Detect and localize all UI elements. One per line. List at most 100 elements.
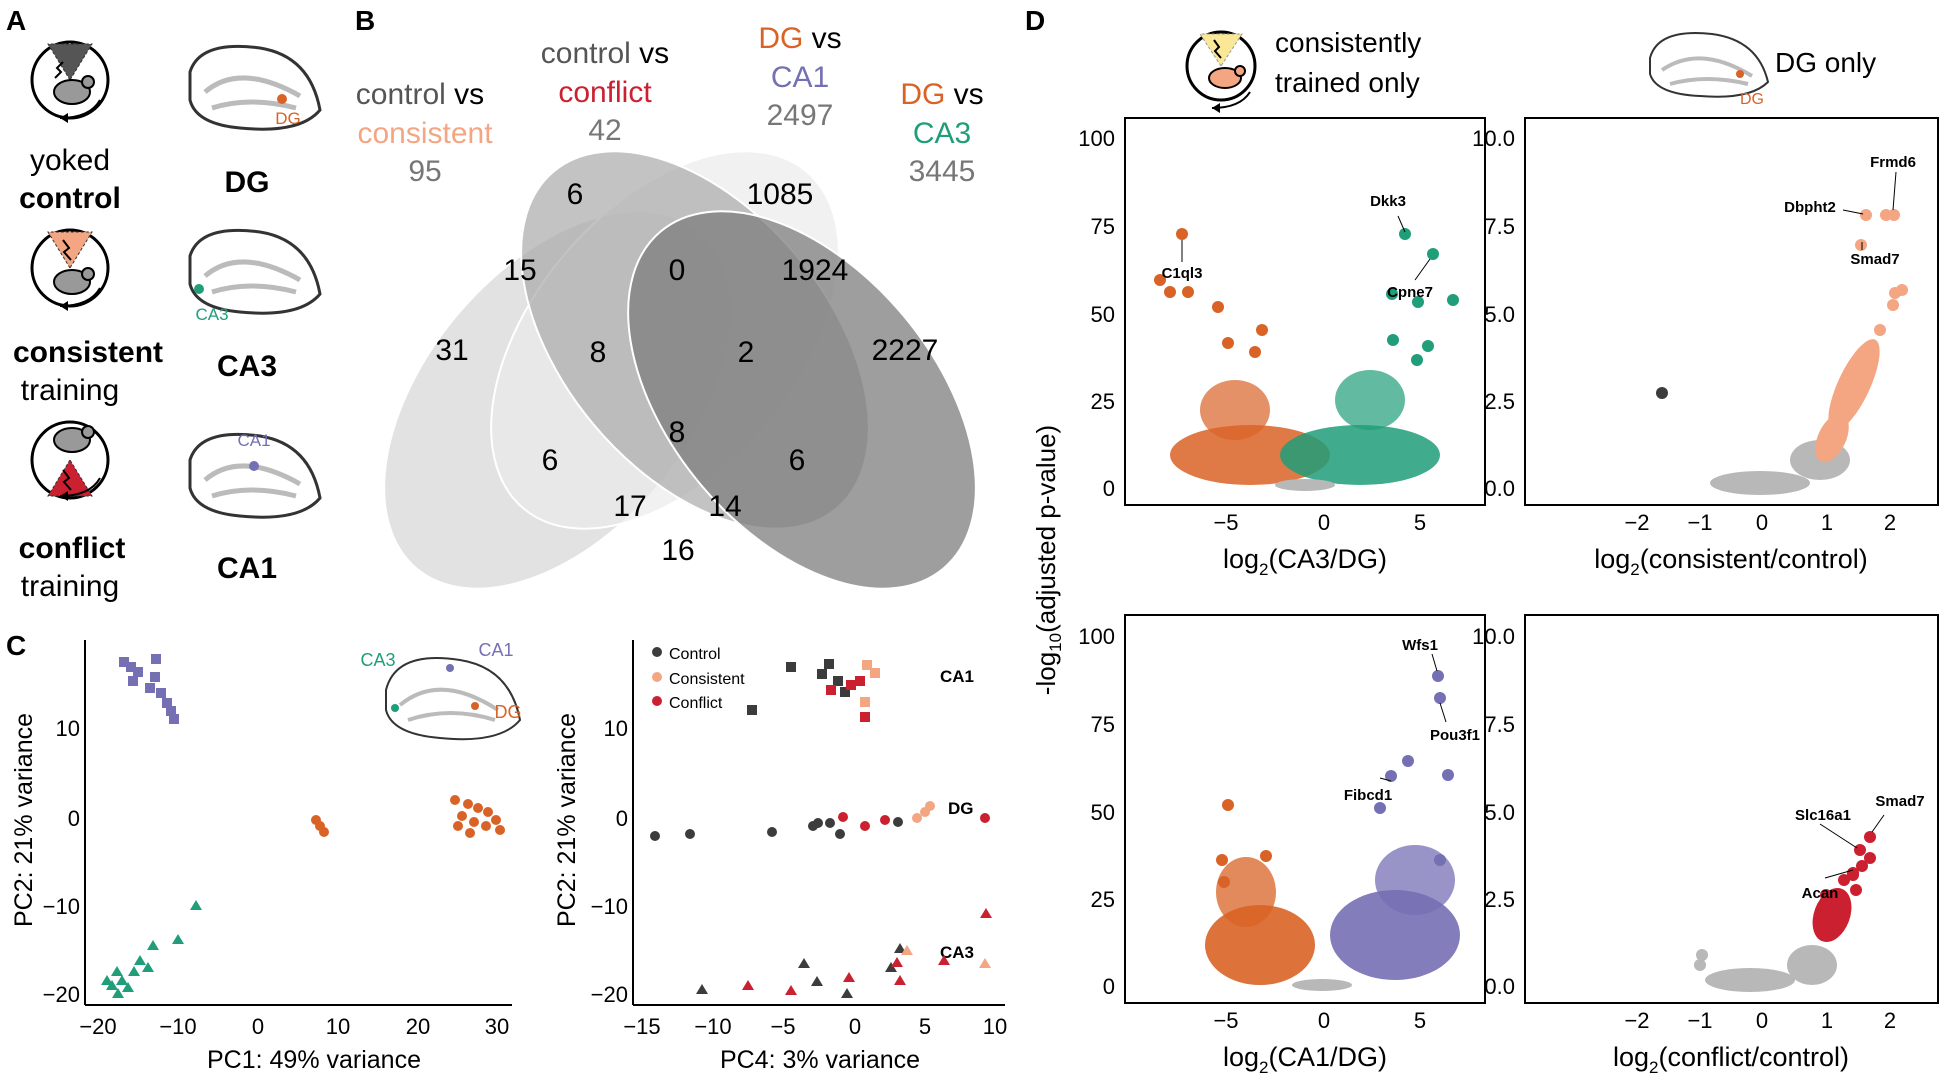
y-tick: 25: [1091, 389, 1115, 414]
pca-left-x-label: PC1: 49% variance: [207, 1046, 421, 1074]
y-tick: 100: [1078, 624, 1115, 649]
x-tick: −1: [1687, 510, 1712, 535]
x-tick: 0: [1756, 510, 1768, 535]
y-tick: 10: [604, 716, 628, 741]
pca-left-y-ticks: 10 0 −10 −20: [43, 716, 80, 1007]
y-tick: 0: [616, 806, 628, 831]
venn-set-4-sub: CA3: [913, 117, 971, 150]
xlabel-sub: 2: [1649, 1058, 1658, 1077]
x-tick: 0: [1318, 510, 1330, 535]
pca-region-label-ca1: CA1: [940, 667, 974, 686]
x-tick: −5: [770, 1014, 795, 1039]
x-tick: 2: [1884, 510, 1896, 535]
hippocampus-inset-icon: [385, 657, 522, 741]
venn-set-3-b: vs: [803, 22, 841, 55]
gene-label: Smad7: [1875, 793, 1924, 810]
mouse-arena-icon-header: [1185, 30, 1257, 113]
gene-label: Smad7: [1850, 251, 1899, 268]
y-tick: 25: [1091, 887, 1115, 912]
y-tick: 100: [1078, 126, 1115, 151]
venn-region-count: 2227: [872, 334, 939, 367]
venn-set-2-b: vs: [631, 37, 669, 70]
xlabel-sub: 2: [1259, 560, 1268, 579]
volcano-frame-ca1: [1124, 614, 1486, 1004]
x-tick: 10: [983, 1014, 1007, 1039]
inset-label-ca1: CA1: [478, 640, 513, 660]
y-tick: 50: [1091, 800, 1115, 825]
venn-region-count: 17: [613, 490, 646, 523]
xlabel-sub: 2: [1259, 1058, 1268, 1077]
venn-set-3-count: 2497: [767, 99, 834, 132]
pca-right-x-label: PC4: 3% variance: [720, 1046, 920, 1074]
gene-label: Fibcd1: [1344, 787, 1392, 804]
venn-region-count: 16: [661, 534, 694, 567]
pca-right-points: [650, 659, 992, 998]
pca-left-y-label: PC2: 21% variance: [10, 713, 38, 927]
y-tick: 10.0: [1472, 624, 1515, 649]
header-dg-marker: DG: [1740, 91, 1764, 108]
gene-label: Dbpht2: [1784, 199, 1836, 216]
x-tick: −20: [79, 1014, 116, 1039]
y-tick: 50: [1091, 302, 1115, 327]
y-tick: 0: [1103, 476, 1115, 501]
x-tick: 1: [1821, 1008, 1833, 1033]
venn-region-count: 1085: [747, 178, 814, 211]
xlabel-post: (conflict/control): [1658, 1042, 1849, 1072]
volcano-y-label: -log10(adjusted p-value): [1031, 425, 1065, 695]
y-tick: −10: [591, 894, 628, 919]
y-tick: 75: [1091, 214, 1115, 239]
x-tick: −5: [1213, 1008, 1238, 1033]
x-tick: 2: [1884, 1008, 1896, 1033]
pca-region-label-ca3: CA3: [940, 943, 974, 962]
group-line1-conflict: conflict: [19, 532, 126, 565]
xlabel-post: (consistent/control): [1640, 544, 1868, 574]
xlabel-pre: log: [1594, 544, 1630, 574]
gene-label: Pou3f1: [1430, 727, 1480, 744]
volcano-plot-conflict-control: Smad7 Slc16a1 Acan: [1694, 793, 1925, 992]
venn-diagram: [383, 150, 977, 590]
pca-left-x-ticks: −20 −10 0 10 20 30: [79, 1014, 509, 1039]
venn-region-count: 0: [669, 254, 686, 287]
x-tick: 0: [252, 1014, 264, 1039]
x-tick: −10: [159, 1014, 196, 1039]
x-tick: 30: [485, 1014, 509, 1039]
y-tick: −20: [591, 982, 628, 1007]
gene-label: Slc16a1: [1795, 807, 1851, 824]
venn-region-count: 31: [435, 334, 468, 367]
y-tick: 2.5: [1484, 887, 1515, 912]
x-tick: 0: [1756, 1008, 1768, 1033]
group-line1-consistent: consistent: [13, 336, 163, 369]
volcano-frame-ca3: [1124, 117, 1486, 506]
gene-label: Dkk3: [1370, 193, 1406, 210]
inset-label-dg: DG: [495, 702, 522, 722]
y-tick: 0: [1103, 974, 1115, 999]
panel-label-b: B: [355, 5, 375, 36]
mouse-arena-icon-control: [30, 40, 110, 123]
legend-conflict: Conflict: [669, 695, 723, 712]
venn-set-4-count: 3445: [909, 155, 976, 188]
y-tick: −20: [43, 982, 80, 1007]
venn-set-2-sub: conflict: [558, 76, 652, 109]
xlabel-post: (CA1/DG): [1268, 1042, 1387, 1072]
venn-region-count: 6: [789, 444, 806, 477]
pca-region-label-dg: DG: [948, 799, 974, 818]
volcano-frame-consistent: [1524, 117, 1939, 506]
x-tick: 5: [919, 1014, 931, 1039]
x-tick: 5: [1414, 510, 1426, 535]
venn-set-2-a: control: [541, 37, 631, 70]
venn-set-1-sub: consistent: [357, 117, 493, 150]
legend-consistent: Consistent: [669, 671, 745, 688]
y-tick: 75: [1091, 712, 1115, 737]
venn-region-count: 6: [567, 178, 584, 211]
y-tick: 2.5: [1484, 389, 1515, 414]
xlabel-post: (CA3/DG): [1268, 544, 1387, 574]
y-tick: 7.5: [1484, 712, 1515, 737]
volcano-x-label-ca1: log2(CA1/DG): [1223, 1042, 1387, 1077]
hippocampus-icon-ca3: [188, 228, 322, 315]
hippocampus-icon-header: [1649, 32, 1770, 98]
xlabel-sub: 2: [1630, 560, 1639, 579]
x-tick: −15: [623, 1014, 660, 1039]
gene-label: Acan: [1802, 885, 1839, 902]
x-tick: 0: [1318, 1008, 1330, 1033]
venn-region-count: 6: [542, 444, 559, 477]
